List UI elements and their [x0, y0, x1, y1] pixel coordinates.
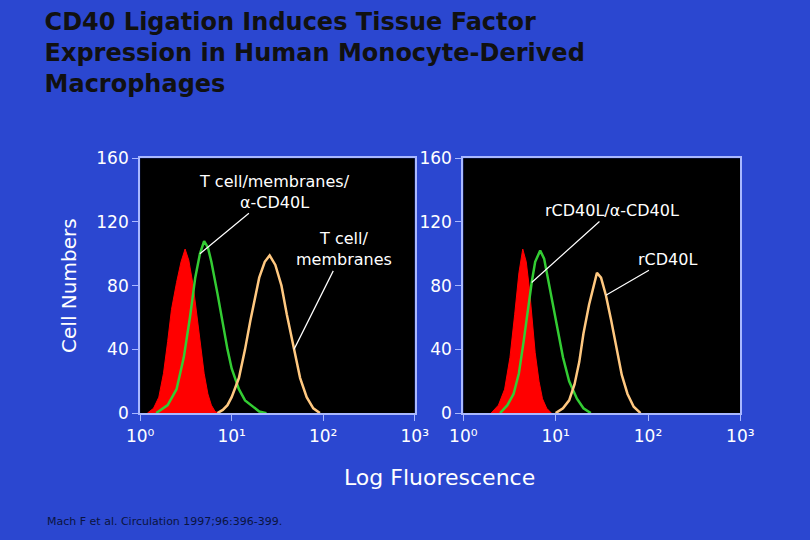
- svg-text:rCD40L: rCD40L: [638, 250, 697, 269]
- svg-text:40: 40: [107, 339, 129, 359]
- svg-text:0: 0: [441, 403, 452, 423]
- svg-text:T cell/membranes: T cell/membranes: [296, 229, 392, 269]
- svg-text:10¹: 10¹: [217, 426, 245, 446]
- svg-text:CD40 Ligation Induces Tissue F: CD40 Ligation Induces Tissue FactorExpre…: [45, 8, 585, 98]
- svg-text:10⁰: 10⁰: [449, 426, 478, 446]
- svg-text:10³: 10³: [726, 426, 754, 446]
- svg-text:T cell/membranes/α-CD40L: T cell/membranes/α-CD40L: [199, 172, 350, 212]
- svg-text:40: 40: [430, 339, 452, 359]
- svg-text:120: 120: [419, 212, 451, 232]
- svg-text:10⁰: 10⁰: [126, 426, 155, 446]
- svg-text:120: 120: [96, 212, 128, 232]
- svg-text:80: 80: [107, 276, 129, 296]
- svg-text:10²: 10²: [634, 426, 662, 446]
- svg-text:160: 160: [96, 148, 128, 168]
- svg-text:10²: 10²: [309, 426, 337, 446]
- svg-text:10¹: 10¹: [541, 426, 569, 446]
- svg-text:Cell Numbers: Cell Numbers: [57, 218, 81, 353]
- svg-text:Log Fluorescence: Log Fluorescence: [344, 465, 535, 490]
- svg-text:rCD40L/α-CD40L: rCD40L/α-CD40L: [545, 201, 679, 220]
- svg-text:Mach F et al. Circulation 1997: Mach F et al. Circulation 1997;96:396-39…: [47, 515, 282, 528]
- svg-text:160: 160: [419, 148, 451, 168]
- svg-text:80: 80: [430, 276, 452, 296]
- svg-text:0: 0: [118, 403, 129, 423]
- svg-text:10³: 10³: [400, 426, 428, 446]
